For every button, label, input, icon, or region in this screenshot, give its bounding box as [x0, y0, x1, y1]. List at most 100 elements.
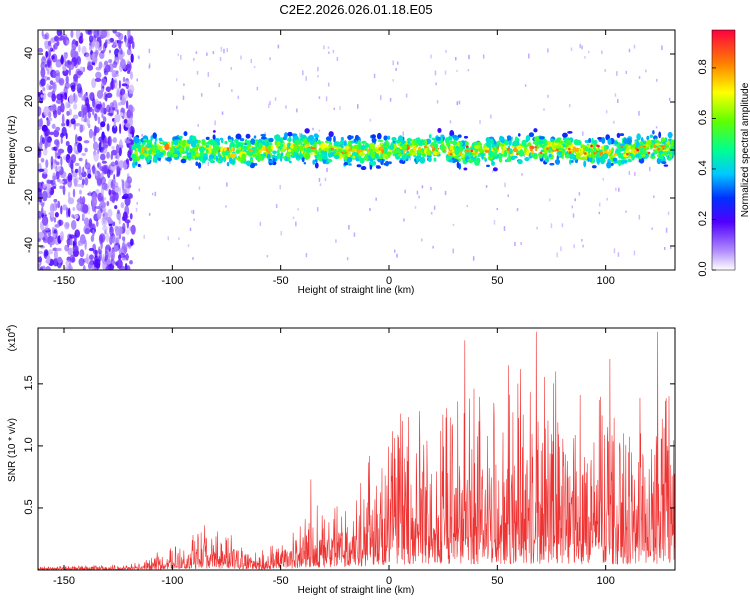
heatmap-cell	[218, 82, 221, 88]
heatmap-cell	[225, 205, 227, 208]
heatmap-cell	[202, 155, 208, 161]
top-y-tick-label: -20	[23, 189, 35, 205]
heatmap-cell	[335, 239, 337, 243]
heatmap-cell	[327, 159, 333, 163]
heatmap-cell	[112, 61, 118, 69]
heatmap-cell	[312, 127, 314, 131]
heatmap-cell	[451, 134, 458, 138]
heatmap-cell	[38, 250, 44, 254]
heatmap-cell	[452, 223, 455, 226]
heatmap-cell	[224, 140, 228, 145]
heatmap-cell	[589, 156, 593, 163]
heatmap-cell	[496, 207, 499, 211]
heatmap-cell	[103, 142, 107, 149]
heatmap-cell	[172, 153, 179, 157]
heatmap-cell	[581, 238, 583, 242]
heatmap-cell	[64, 40, 67, 45]
heatmap-cell	[493, 146, 497, 150]
heatmap-cell	[619, 133, 625, 137]
heatmap-cell	[106, 38, 111, 45]
heatmap-cell	[481, 152, 484, 160]
heatmap-cell	[268, 103, 270, 109]
heatmap-cell	[310, 152, 313, 155]
heatmap-cell-peak	[466, 145, 469, 149]
heatmap-cell	[440, 134, 445, 138]
heatmap-cell	[116, 259, 123, 269]
heatmap-cell	[112, 41, 116, 48]
heatmap-cell	[550, 223, 553, 229]
heatmap-cell	[463, 135, 469, 139]
heatmap-cell	[649, 143, 654, 150]
bottom-y-tick-label: 0.5	[23, 499, 35, 514]
heatmap-cell	[212, 51, 215, 55]
heatmap-cell	[456, 101, 459, 106]
heatmap-cell	[129, 212, 133, 220]
heatmap-cell	[322, 154, 328, 160]
heatmap-cell	[117, 225, 123, 235]
heatmap-cell	[667, 131, 673, 139]
heatmap-cell	[253, 65, 256, 69]
heatmap-cell	[567, 130, 573, 134]
heatmap-cell	[392, 79, 394, 82]
heatmap-cell	[199, 156, 203, 162]
heatmap-cell	[454, 148, 460, 156]
heatmap-cell	[93, 141, 99, 151]
heatmap-cell	[602, 152, 609, 160]
heatmap-cell	[534, 136, 541, 143]
heatmap-cell	[617, 152, 623, 159]
heatmap-cell	[114, 187, 120, 193]
heatmap-cell	[134, 143, 141, 149]
heatmap-cell	[581, 144, 586, 148]
heatmap-cell	[201, 139, 206, 142]
top-x-tick-label: -150	[53, 275, 75, 287]
heatmap-cell	[440, 144, 446, 152]
heatmap-cell	[606, 197, 608, 201]
heatmap-cell	[124, 219, 131, 224]
heatmap-cell	[134, 136, 140, 144]
heatmap-cell	[122, 222, 126, 234]
heatmap-cell	[140, 165, 142, 169]
heatmap-cell	[369, 118, 372, 122]
heatmap-cell	[62, 204, 68, 211]
heatmap-cell	[292, 216, 295, 220]
heatmap-cell	[646, 135, 650, 141]
heatmap-cell-peak	[647, 151, 651, 155]
heatmap-cell-peak	[530, 148, 533, 152]
heatmap-cell	[284, 145, 287, 150]
heatmap-cell	[84, 227, 90, 234]
heatmap-cell	[166, 156, 172, 162]
heatmap-cell	[100, 81, 105, 93]
heatmap-cell	[606, 161, 612, 169]
heatmap-cell	[116, 236, 120, 247]
heatmap-cell	[106, 92, 113, 99]
heatmap-cell	[232, 159, 235, 165]
heatmap-cell	[166, 151, 171, 157]
heatmap-cell	[386, 155, 389, 159]
heatmap-cell	[51, 104, 57, 111]
heatmap-cell	[78, 157, 83, 162]
heatmap-cell	[534, 148, 538, 152]
heatmap-cell	[275, 203, 278, 209]
heatmap-cell	[152, 156, 156, 163]
heatmap-cell	[333, 141, 340, 147]
heatmap-cell	[52, 247, 58, 252]
heatmap-cell	[404, 152, 407, 161]
heatmap-cell	[327, 46, 330, 49]
heatmap-cell	[148, 48, 151, 54]
heatmap-cell	[319, 152, 323, 159]
heatmap-cell	[301, 157, 305, 163]
heatmap-cell	[43, 210, 47, 216]
heatmap-cell	[130, 154, 137, 159]
heatmap-cell	[547, 94, 549, 98]
heatmap-cell	[141, 133, 143, 137]
heatmap-cell	[421, 185, 424, 189]
heatmap-cell	[667, 151, 671, 155]
heatmap-cell	[444, 138, 450, 142]
heatmap-cell	[77, 136, 83, 142]
heatmap-cell	[121, 257, 127, 261]
heatmap-cell	[318, 129, 321, 132]
heatmap-cell	[206, 141, 211, 145]
top-y-tick-label: 0	[23, 146, 35, 152]
heatmap-cell	[497, 152, 503, 160]
heatmap-cell	[249, 158, 254, 163]
